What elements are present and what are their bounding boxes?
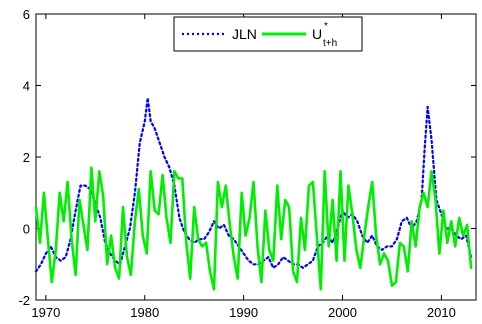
legend-label-ustar-sub: t+h: [323, 38, 337, 49]
x-tick-label: 1970: [31, 305, 60, 320]
y-tick-label: 2: [23, 150, 30, 165]
x-tick-label: 2000: [328, 305, 357, 320]
legend: JLN U * t+h: [173, 16, 363, 52]
series-line-ustar: [34, 166, 473, 291]
series-line-jln: [34, 96, 473, 273]
y-tick-label: -2: [18, 293, 30, 308]
x-tick-label: 1980: [130, 305, 159, 320]
legend-label-ustar-main: U: [312, 26, 322, 42]
x-tick-label: 1990: [229, 305, 258, 320]
y-axis: -2 0 2 4 6: [18, 7, 476, 308]
legend-label-ustar: U: [312, 26, 322, 42]
legend-label-jln: JLN: [232, 26, 257, 42]
series-lines: [34, 96, 473, 291]
x-axis: 1970 1980 1990 2000 2010: [31, 14, 456, 320]
y-tick-label: 6: [23, 7, 30, 22]
y-tick-label: 0: [23, 222, 30, 237]
y-tick-label: 4: [23, 79, 30, 94]
legend-label-ustar-sup: *: [324, 21, 328, 32]
x-tick-label: 2010: [427, 305, 456, 320]
